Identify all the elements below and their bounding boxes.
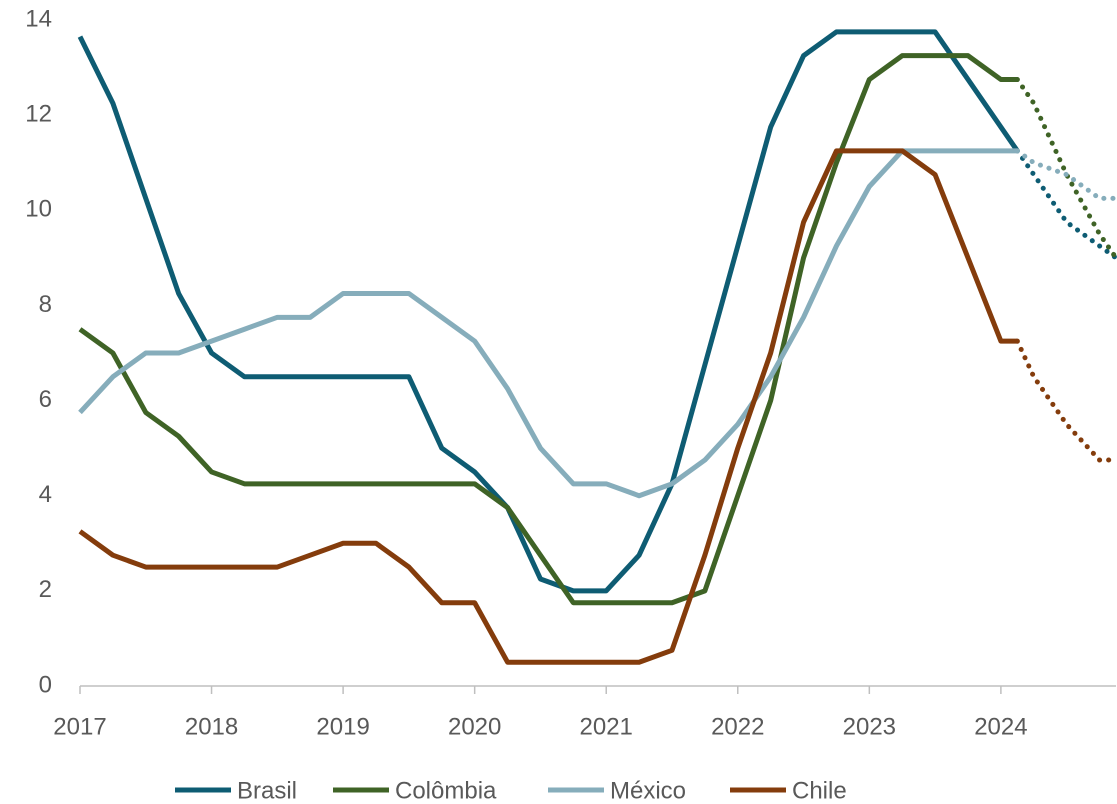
forecast-line <box>1014 148 1117 201</box>
x-tick-label: 2023 <box>843 713 896 740</box>
forecast-line <box>1014 148 1117 261</box>
forecast-line <box>1014 76 1117 261</box>
series-line <box>77 29 1020 594</box>
y-tick-label: 2 <box>39 576 52 603</box>
series-line <box>78 53 1018 606</box>
x-tick-label: 2019 <box>316 713 369 740</box>
x-tick-label: 2017 <box>53 713 106 740</box>
legend-label: México <box>610 777 686 804</box>
forecast-line <box>1014 338 1117 463</box>
y-tick-label: 4 <box>39 481 52 508</box>
y-tick-label: 12 <box>25 100 52 127</box>
x-tick-label: 2021 <box>580 713 633 740</box>
x-tick-label: 2024 <box>974 713 1027 740</box>
legend-label: Brasil <box>237 777 297 804</box>
series-line <box>78 148 1018 499</box>
legend-label: Colômbia <box>395 777 497 804</box>
y-tick-label: 14 <box>25 5 52 32</box>
legend-label: Chile <box>792 777 847 804</box>
x-tick-label: 2018 <box>185 713 238 740</box>
x-tick-label: 2020 <box>448 713 501 740</box>
y-tick-label: 10 <box>25 196 52 223</box>
series-line <box>78 148 1018 665</box>
y-tick-label: 0 <box>39 671 52 698</box>
x-tick-label: 2022 <box>711 713 764 740</box>
y-tick-label: 8 <box>39 291 52 318</box>
y-tick-label: 6 <box>39 386 52 413</box>
